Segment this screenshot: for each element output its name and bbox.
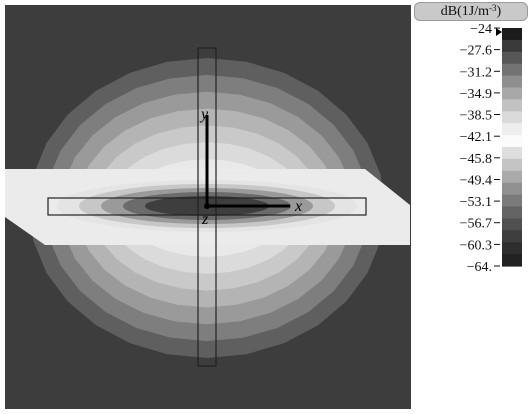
colorbar-band [502, 51, 522, 65]
colorbar-tick-label: −53.1 [460, 195, 492, 210]
colorbar-band [502, 135, 522, 148]
colorbar-band [502, 182, 522, 196]
colorbar-tick-label: −49.4 [460, 174, 492, 189]
colorbar-band [502, 147, 522, 160]
colorbar-tick-label: −60.3 [460, 238, 492, 253]
colorbar-band [502, 170, 522, 184]
colorbar-band [502, 230, 522, 243]
colorbar-tick-label: −42.1 [460, 130, 492, 145]
colorbar-tick-label: −24 [470, 22, 492, 37]
colorbar-band [502, 87, 522, 100]
origin-marker [204, 203, 210, 209]
colorbar-tick-label: −34.9 [460, 87, 492, 102]
colorbar-tick-label: −38.5 [460, 109, 492, 124]
colorbar-band [502, 123, 522, 136]
colorbar-band [502, 242, 522, 255]
colorbar-band [502, 75, 522, 89]
colorbar-band [502, 218, 522, 231]
colorbar-title-close: ) [496, 4, 502, 19]
colorbar-tick-label: −56.7 [460, 217, 492, 232]
colorbar-band [502, 206, 522, 219]
colorbar-tick-label: −31.2 [460, 65, 492, 80]
colorbar-top-arrow-icon [496, 28, 502, 36]
colorbar-band [502, 99, 522, 112]
colorbar-title-text: dB(1J/m [440, 4, 490, 19]
colorbar-band [502, 28, 522, 41]
colorbar-band [502, 63, 522, 77]
colorbar-band [502, 111, 522, 124]
colorbar-band [502, 39, 522, 53]
colorbar-tick-label: −64. [467, 260, 492, 275]
colorbar-bands [502, 28, 522, 267]
field-plot: y x z [5, 5, 411, 409]
colorbar-title: dB(1J/m-3) [414, 2, 528, 21]
colorbar-title-exponent: -3 [489, 3, 497, 13]
colorbar-band [502, 254, 522, 267]
z-axis-label: z [201, 211, 209, 228]
colorbar-tick-label: −45.8 [460, 152, 492, 167]
y-axis-label: y [199, 106, 209, 123]
x-axis-label: x [294, 198, 302, 215]
colorbar-band [502, 194, 522, 208]
colorbar-band [502, 158, 522, 172]
colorbar-tick-label: −27.6 [460, 44, 492, 59]
colorbar: −24 −27.6 −31.2 −34.9 −38.5 −42.1 −45.8 −49.4 −5… [460, 22, 522, 275]
colorbar-ticks: −24 −27.6 −31.2 −34.9 −38.5 −42.1 −45.8 −49.4 −5… [460, 22, 500, 275]
